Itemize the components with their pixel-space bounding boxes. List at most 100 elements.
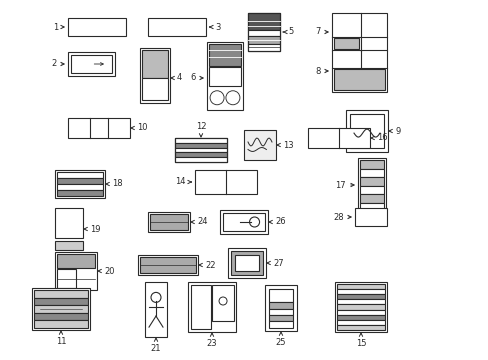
Bar xyxy=(187,282,236,332)
Bar xyxy=(333,69,384,90)
Bar xyxy=(150,214,187,230)
Bar xyxy=(333,38,358,49)
Text: 16: 16 xyxy=(376,134,387,143)
Text: 7: 7 xyxy=(315,27,320,36)
Bar xyxy=(247,13,280,51)
Bar xyxy=(268,309,292,315)
Bar xyxy=(55,252,97,290)
Bar xyxy=(359,202,383,211)
Bar xyxy=(336,325,384,330)
Text: 18: 18 xyxy=(112,180,122,189)
Bar xyxy=(223,213,264,231)
Bar xyxy=(336,305,384,310)
Bar xyxy=(142,78,168,100)
Bar xyxy=(359,168,383,177)
Text: 27: 27 xyxy=(272,258,283,267)
Bar xyxy=(206,42,243,110)
Bar xyxy=(247,13,280,30)
Text: 2: 2 xyxy=(52,59,57,68)
Bar xyxy=(175,138,226,162)
Bar xyxy=(359,177,383,185)
Bar xyxy=(175,143,226,148)
Bar xyxy=(247,44,280,51)
Bar xyxy=(32,288,90,330)
Bar xyxy=(235,255,259,271)
Bar xyxy=(334,282,386,332)
Bar xyxy=(359,185,383,194)
Bar xyxy=(268,302,292,309)
Bar xyxy=(142,50,168,77)
Bar xyxy=(145,282,167,337)
Bar xyxy=(336,289,384,294)
Bar xyxy=(68,52,115,76)
Bar xyxy=(264,285,296,331)
Text: 10: 10 xyxy=(137,123,147,132)
Bar xyxy=(34,313,88,320)
Bar xyxy=(247,30,280,36)
Bar xyxy=(336,284,384,289)
Bar xyxy=(57,269,76,288)
Bar xyxy=(346,110,387,152)
Text: 9: 9 xyxy=(394,126,400,135)
Text: 4: 4 xyxy=(177,73,182,82)
Bar xyxy=(195,170,257,194)
Bar xyxy=(55,208,83,238)
Text: 3: 3 xyxy=(215,22,220,31)
Bar xyxy=(220,210,267,234)
Bar xyxy=(55,241,83,250)
Bar xyxy=(354,208,386,226)
Text: 6: 6 xyxy=(190,73,196,82)
Bar xyxy=(331,50,386,92)
Bar xyxy=(55,170,105,198)
Bar xyxy=(34,305,88,313)
Bar xyxy=(227,248,265,278)
Bar xyxy=(336,299,384,305)
Text: 13: 13 xyxy=(283,140,293,149)
Bar xyxy=(244,130,275,160)
Bar xyxy=(148,18,205,36)
Text: 17: 17 xyxy=(335,180,346,189)
Text: 26: 26 xyxy=(274,217,285,226)
Bar xyxy=(208,67,241,86)
Text: 22: 22 xyxy=(204,261,215,270)
Bar xyxy=(336,320,384,325)
Bar xyxy=(138,255,198,275)
Text: 23: 23 xyxy=(206,339,217,348)
Bar xyxy=(148,212,190,232)
Bar xyxy=(57,172,103,178)
Bar xyxy=(268,321,292,328)
Bar xyxy=(57,190,103,196)
Bar xyxy=(336,315,384,320)
Bar xyxy=(268,289,292,302)
Bar xyxy=(175,148,226,152)
Bar xyxy=(68,118,130,138)
Text: 12: 12 xyxy=(195,122,206,131)
Bar xyxy=(71,55,112,73)
Bar xyxy=(268,315,292,321)
Bar xyxy=(336,294,384,299)
Bar xyxy=(212,285,234,321)
Bar xyxy=(140,257,196,273)
Bar xyxy=(359,160,383,168)
Bar xyxy=(175,138,226,162)
Text: 28: 28 xyxy=(333,212,343,221)
Bar xyxy=(359,194,383,202)
Text: 21: 21 xyxy=(150,344,161,353)
Bar xyxy=(34,320,88,328)
Bar xyxy=(34,290,88,298)
Bar xyxy=(175,157,226,162)
Bar xyxy=(357,158,385,213)
Text: 19: 19 xyxy=(90,225,101,234)
Bar xyxy=(57,184,103,190)
Text: 24: 24 xyxy=(197,217,207,226)
Text: 25: 25 xyxy=(275,338,285,347)
Bar xyxy=(247,13,280,51)
Text: 8: 8 xyxy=(315,67,320,76)
Bar xyxy=(68,18,126,36)
Bar xyxy=(230,251,263,275)
Bar xyxy=(349,114,383,148)
Bar xyxy=(208,44,241,66)
Bar xyxy=(247,36,280,44)
Bar xyxy=(57,254,95,269)
Bar xyxy=(175,138,226,143)
